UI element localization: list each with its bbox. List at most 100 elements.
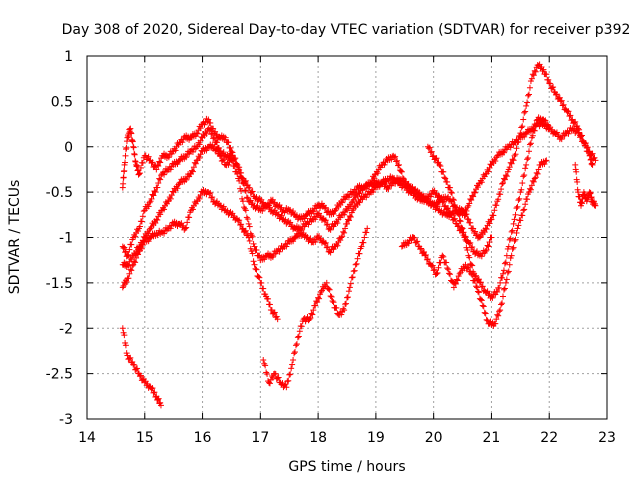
data-point (338, 311, 345, 318)
data-point (136, 373, 143, 380)
data-point (161, 206, 168, 213)
data-point (495, 196, 502, 203)
data-point (253, 247, 260, 254)
data-point (150, 389, 157, 396)
data-point (510, 244, 517, 251)
data-point (203, 147, 210, 154)
data-point (533, 169, 540, 176)
data-point (488, 234, 495, 241)
data-point (499, 300, 506, 307)
data-point (442, 175, 449, 182)
data-point (184, 219, 191, 226)
data-point (433, 155, 440, 162)
data-point (541, 118, 548, 125)
data-point (539, 68, 546, 75)
data-point (129, 358, 136, 365)
data-point (134, 365, 141, 372)
data-point (439, 199, 446, 206)
data-point (158, 172, 165, 179)
data-point (510, 220, 517, 227)
data-point (451, 203, 458, 210)
data-point (425, 145, 432, 152)
data-point (244, 231, 251, 238)
data-point (524, 156, 531, 163)
data-point (165, 154, 172, 161)
data-point (500, 293, 506, 300)
data-point (256, 274, 263, 281)
data-point (504, 269, 511, 276)
data-point (308, 310, 315, 317)
x-tick-label: 16 (194, 430, 212, 446)
data-point (126, 270, 133, 277)
data-point (135, 228, 142, 235)
data-point (341, 307, 348, 314)
data-point (125, 262, 132, 269)
data-point (240, 198, 246, 205)
data-point (123, 144, 130, 151)
data-point (572, 118, 579, 125)
data-point (123, 279, 130, 286)
data-point (119, 243, 126, 250)
data-point (150, 192, 157, 199)
data-point (448, 189, 455, 196)
data-point (592, 157, 599, 164)
data-point (481, 173, 488, 180)
data-point (422, 251, 429, 258)
data-point (310, 307, 317, 314)
data-point (345, 288, 352, 295)
data-point (474, 288, 481, 295)
data-point (303, 211, 310, 218)
data-point (543, 122, 550, 129)
data-point (466, 240, 473, 247)
data-point (530, 178, 537, 185)
data-point (441, 174, 448, 181)
data-point (327, 249, 334, 256)
data-point (493, 202, 500, 209)
data-point (398, 243, 405, 250)
data-point (138, 245, 145, 252)
data-point (496, 285, 503, 292)
data-point (156, 175, 163, 182)
data-point (524, 99, 531, 106)
data-point (435, 159, 442, 166)
x-tick-label: 19 (367, 430, 385, 446)
data-point (532, 68, 539, 75)
data-point (553, 91, 560, 98)
data-point (229, 157, 236, 164)
data-point (330, 210, 337, 217)
data-point (196, 141, 203, 148)
data-point (557, 98, 564, 105)
data-point (447, 209, 454, 216)
data-point (589, 150, 596, 157)
data-point (398, 168, 405, 175)
data-point (467, 239, 474, 246)
data-point (573, 168, 580, 175)
data-point (543, 157, 550, 164)
data-point (508, 228, 515, 235)
data-point (292, 234, 298, 241)
data-point (334, 220, 341, 227)
data-point (475, 276, 482, 283)
data-point (574, 178, 581, 185)
data-point (260, 357, 267, 364)
data-point (126, 355, 133, 362)
data-point (325, 285, 332, 292)
data-point (511, 216, 518, 223)
data-point (286, 371, 293, 378)
data-point (503, 276, 510, 283)
data-point (323, 244, 330, 251)
data-point (237, 221, 244, 228)
data-point (176, 180, 183, 187)
data-point (274, 316, 281, 323)
data-point (349, 274, 356, 281)
data-point (518, 124, 525, 131)
data-point (472, 189, 479, 196)
data-point (342, 301, 349, 308)
data-point (534, 170, 541, 177)
data-point (483, 246, 490, 253)
data-point (183, 176, 190, 183)
data-point (440, 168, 447, 175)
data-point (435, 264, 442, 271)
data-point (330, 299, 337, 306)
data-point (122, 248, 129, 255)
